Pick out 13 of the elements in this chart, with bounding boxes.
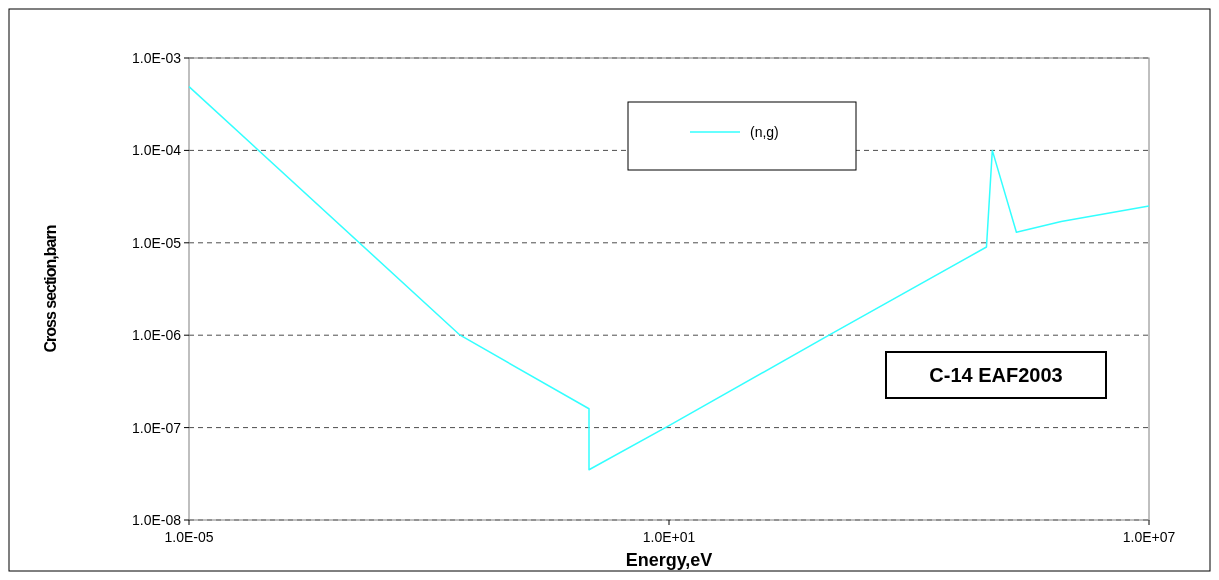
y-tick-label: 1.0E-05 <box>131 234 182 251</box>
annotation: C-14 EAF2003 <box>929 364 1063 386</box>
y-tick-label: 1.0E-06 <box>131 327 182 344</box>
y-axis-title: Cross section,barn <box>42 225 59 353</box>
x-tick-label: 1.0E-05 <box>164 529 214 545</box>
y-tick-label: 1.0E-03 <box>131 49 182 66</box>
y-tick-label: 1.0E-08 <box>131 511 182 528</box>
x-tick-label: 1.0E+01 <box>642 529 696 545</box>
legend-label: (n,g) <box>750 123 779 140</box>
y-tick-label: 1.0E-07 <box>131 419 182 436</box>
x-axis-title: Energy,eV <box>625 550 713 570</box>
x-tick-label: 1.0E+07 <box>1122 529 1176 545</box>
y-tick-label: 1.0E-04 <box>131 142 182 159</box>
